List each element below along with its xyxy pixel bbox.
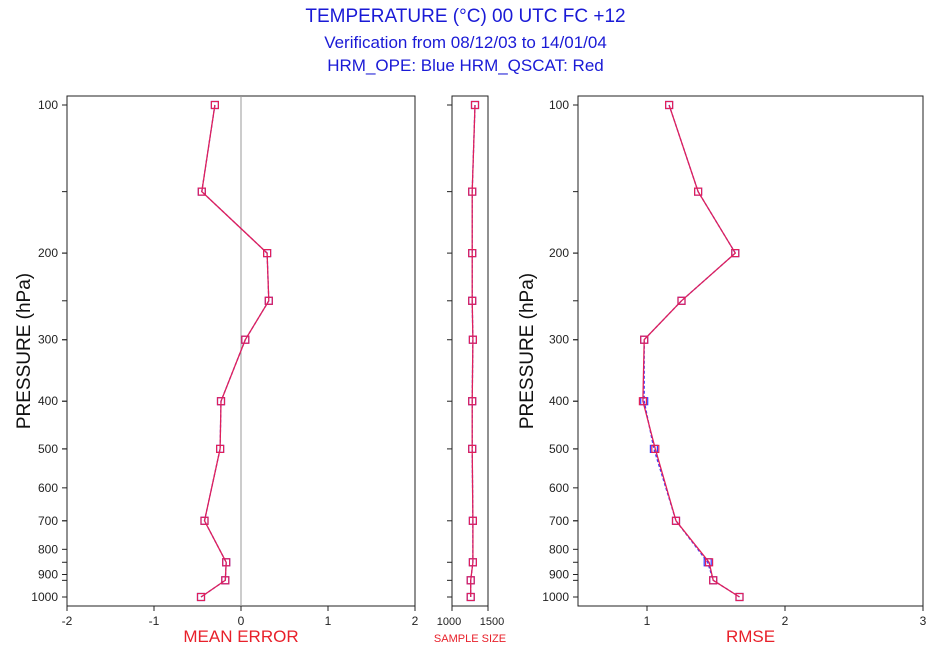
chart1-series-red-point — [196, 592, 206, 602]
chart3-y-tick-label: 500 — [549, 442, 569, 456]
chart1-series-red-point — [264, 296, 273, 305]
figure-legend-text: HRM_OPE: Blue HRM_QSCAT: Red — [327, 56, 604, 75]
chart3-series-red-point — [651, 444, 660, 453]
chart1-y-tick-label: 900 — [38, 567, 58, 581]
chart1-series-red-point — [197, 187, 206, 196]
chart1-series-red-point — [216, 444, 225, 453]
chart3-y-tick-label: 400 — [549, 394, 569, 408]
chart3-plot-frame — [577, 95, 924, 607]
figure-subtitle: Verification from 08/12/03 to 14/01/04 — [324, 33, 607, 52]
chart1-y-tick-label: 400 — [38, 394, 58, 408]
chart3-y-axis-label: PRESSURE (hPa) — [517, 273, 538, 429]
chart3-x-tick-label: 3 — [920, 614, 927, 628]
chart3-series-red-point — [709, 576, 718, 585]
chart3-x-axis-label: RMSE — [726, 627, 775, 646]
chart1-y-tick-label: 600 — [38, 481, 58, 495]
chart2-x-tick-label: 1000 — [437, 616, 461, 628]
chart3-series-red-point — [735, 592, 744, 602]
chart3-y-tick-label: 800 — [549, 542, 569, 556]
chart1-x-tick-label: 1 — [325, 614, 332, 628]
chart1-y-tick-label: 800 — [38, 542, 58, 556]
chart1-x-axis-label: MEAN ERROR — [183, 627, 298, 646]
chart3-series-red-point — [671, 516, 681, 525]
chart2-series-red-point — [466, 592, 475, 602]
chart3-series-red-point — [693, 187, 703, 196]
chart3-series-red-point — [664, 100, 674, 110]
chart1-y-tick-label: 500 — [38, 442, 58, 456]
chart3-y-tick-label: 600 — [549, 481, 569, 495]
chart2-series-red-point — [468, 444, 477, 453]
chart2-series-red-point — [468, 335, 477, 344]
chart3-series-red-point — [677, 296, 686, 305]
chart1-series-blue-line — [200, 104, 270, 598]
chart2-x-axis-label: SAMPLE SIZE — [434, 633, 506, 645]
chart1-x-tick-label: 2 — [412, 614, 419, 628]
chart1-series-red-line — [200, 104, 270, 598]
chart3-series-red-point — [731, 249, 740, 258]
chart1-y-axis-label: PRESSURE (hPa) — [14, 273, 35, 429]
figure-title: TEMPERATURE (°C) 00 UTC FC +12 — [305, 6, 626, 27]
chart3-series-red-point — [704, 558, 714, 567]
chart2-x-tick-label: 1500 — [480, 616, 504, 628]
chart2-series-red-point — [468, 397, 477, 406]
chart1-series-red-point — [200, 516, 209, 525]
chart2-plot-frame — [451, 95, 489, 607]
chart3-series-red-line — [642, 104, 740, 598]
chart2-series-red-point — [466, 576, 475, 585]
chart3-series-red-point — [638, 397, 648, 406]
chart3-y-tick-label: 700 — [549, 514, 569, 528]
chart1-series-red-point — [222, 558, 231, 567]
chart3-y-tick-label: 100 — [549, 98, 569, 112]
chart2-series-red-point — [468, 516, 477, 525]
chart1-x-tick-label: -2 — [62, 614, 73, 628]
chart1-series-red-point — [210, 100, 219, 110]
chart3-y-tick-label: 1000 — [542, 590, 569, 604]
chart1-y-tick-label: 100 — [38, 98, 58, 112]
chart3-y-tick-label: 900 — [549, 567, 569, 581]
chart1-x-tick-label: -1 — [149, 614, 160, 628]
chart3-x-tick-label: 2 — [782, 614, 789, 628]
chart2-series-red-line — [470, 104, 476, 597]
chart1-series-red-point — [263, 249, 272, 258]
chart2-series-red-point — [468, 187, 477, 196]
chart1-y-tick-label: 1000 — [31, 590, 58, 604]
chart1-series-red-point — [241, 335, 250, 344]
chart1-y-tick-label: 700 — [38, 514, 58, 528]
chart2-series-red-point — [470, 100, 480, 110]
chart3-series-blue-line — [643, 104, 740, 598]
chart2-series-red-point — [468, 249, 477, 258]
chart3-y-tick-label: 200 — [549, 246, 569, 260]
chart3-y-tick-label: 300 — [549, 333, 569, 347]
chart3-series-red-point — [640, 335, 649, 344]
chart1-y-tick-label: 300 — [38, 333, 58, 347]
chart2-series-red-point — [468, 558, 477, 567]
chart1-y-tick-label: 200 — [38, 246, 58, 260]
chart2-series-red-point — [468, 296, 477, 305]
chart1-series-red-point — [221, 576, 230, 585]
chart1-series-red-point — [216, 397, 226, 406]
chart3-x-tick-label: 1 — [644, 614, 651, 628]
chart1-x-tick-label: 0 — [238, 614, 245, 628]
